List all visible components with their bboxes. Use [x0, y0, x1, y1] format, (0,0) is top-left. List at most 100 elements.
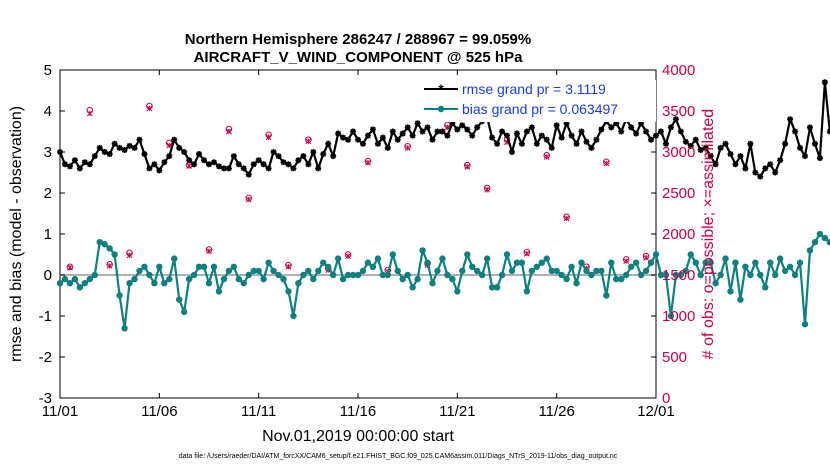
rmse-point: [136, 136, 143, 143]
bias-point: [414, 275, 421, 283]
obs-assimilated-point: [464, 163, 471, 170]
legend-rmse-label: rmse grand pr = 3.1119: [462, 81, 606, 97]
bias-point: [329, 271, 337, 279]
bias-point: [682, 267, 689, 275]
bias-point: [270, 267, 277, 275]
legend-rmse-marker: *: [438, 81, 444, 97]
bias-point: [315, 267, 322, 275]
rmse-point: [772, 169, 779, 176]
bias-point: [136, 267, 143, 275]
rmse-point: [111, 140, 118, 147]
bias-point: [727, 288, 734, 295]
rmse-point: [121, 146, 128, 153]
bias-point: [603, 292, 610, 299]
bias-point: [826, 239, 830, 246]
bias-point: [285, 288, 292, 295]
bias-point: [126, 280, 133, 287]
rmse-point: [325, 140, 332, 147]
x-tick-label: 11/21: [439, 403, 475, 420]
bias-point: [478, 271, 486, 279]
rmse-point: [702, 144, 709, 151]
bias-point: [101, 241, 108, 248]
bias-point: [464, 251, 471, 258]
rmse-point: [225, 165, 232, 172]
y-right-tick-label: 3000: [662, 144, 695, 161]
obs-assimilated-point: [186, 162, 193, 169]
bias-point: [339, 275, 347, 283]
rmse-point: [643, 128, 650, 135]
y-left-tick-label: 5: [44, 62, 52, 79]
bias-point: [687, 251, 694, 258]
rmse-point: [533, 140, 540, 147]
rmse-point: [628, 124, 635, 131]
bias-point: [245, 271, 252, 279]
y-right-tick-label: 500: [662, 349, 687, 366]
bias-point: [310, 275, 317, 283]
obs-assimilated-point: [225, 128, 232, 135]
rmse-point: [657, 128, 664, 135]
bias-point: [131, 275, 138, 283]
obs-assimilated-point: [345, 253, 352, 260]
bias-point: [76, 284, 84, 291]
rmse-point: [747, 140, 754, 147]
bias-point: [488, 284, 496, 291]
bias-point: [265, 259, 272, 266]
rmse-point: [245, 171, 252, 178]
rmse-point: [305, 161, 312, 168]
rmse-point: [638, 120, 645, 127]
rmse-point: [101, 149, 108, 155]
bias-point: [483, 255, 491, 262]
y-left-tick-label: 1: [44, 226, 52, 243]
x-tick-label: 11/01: [42, 403, 78, 420]
rmse-point: [806, 124, 813, 131]
rmse-point: [489, 134, 496, 141]
rmse-point: [141, 151, 148, 158]
rmse-point: [61, 161, 68, 168]
bias-point: [280, 275, 287, 283]
rmse-point: [722, 140, 729, 147]
rmse-point: [588, 144, 595, 151]
rmse-point: [816, 155, 823, 162]
bias-point: [717, 271, 724, 279]
bias-point: [702, 259, 709, 266]
rmse-point: [166, 153, 173, 160]
bias-point: [508, 267, 516, 275]
bias-point: [111, 251, 118, 258]
bias-point: [349, 271, 357, 279]
obs-assimilated-point: [563, 215, 570, 222]
rmse-point: [250, 161, 257, 168]
bias-point: [578, 259, 585, 266]
rmse-point: [379, 134, 386, 141]
rmse-point: [91, 153, 98, 160]
bias-point: [141, 263, 148, 270]
bias-point: [672, 271, 680, 279]
rmse-point: [752, 169, 759, 176]
bias-point: [399, 275, 406, 283]
bias-point: [379, 271, 387, 279]
axes-layer: -3 -2 -1 0 1 2 3 4 5 0 500 1000 1500 2000 2500 3000 3500…: [39, 62, 696, 420]
bias-point: [116, 292, 123, 299]
rmse-point: [419, 128, 426, 135]
rmse-point: [310, 149, 317, 155]
rmse-point: [499, 128, 506, 135]
rmse-point: [66, 163, 73, 170]
bias-point: [647, 259, 655, 266]
rmse-point: [677, 128, 684, 135]
bias-point: [747, 271, 754, 279]
rmse-point: [712, 161, 719, 168]
rmse-point: [727, 151, 734, 158]
rmse-point: [156, 167, 163, 174]
bias-point: [300, 271, 307, 279]
bias-point: [657, 271, 665, 279]
y-left-tick-label: -3: [39, 390, 52, 407]
bias-point: [121, 325, 128, 332]
bias-point: [588, 271, 595, 279]
bias-point: [662, 271, 670, 279]
bias-point: [742, 263, 749, 270]
bias-point: [56, 280, 64, 287]
rmse-point: [424, 124, 431, 131]
bias-point: [762, 284, 769, 291]
bias-point: [205, 280, 213, 287]
bias-point: [66, 280, 74, 287]
